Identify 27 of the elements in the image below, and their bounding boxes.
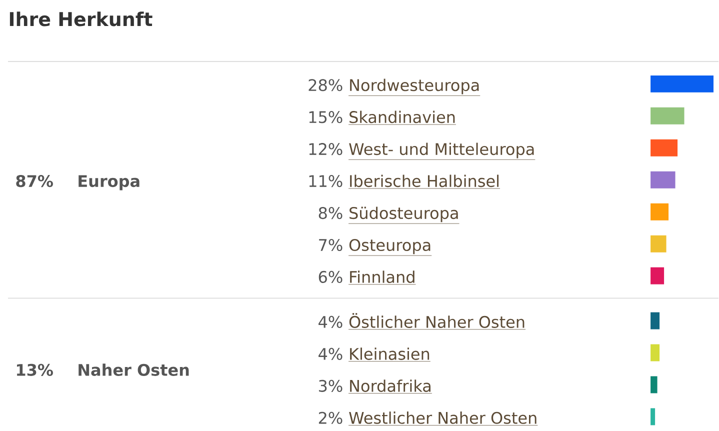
y-tick-label: Südosteuropa	[350, 206, 458, 222]
y-tick-label: Westlicher Naher Osten	[349, 412, 536, 424]
y-tick-label: Nordwesteuropa	[350, 78, 479, 94]
text: 13%	[17, 364, 53, 376]
y-tick-label: Östlicher Naher Osten	[349, 313, 524, 328]
data-label: 8%	[318, 207, 342, 220]
data-label: 12%	[309, 143, 342, 156]
data-label: 28%	[308, 79, 342, 92]
y-tick-label: Nordafrika	[350, 380, 430, 392]
data-label: 11%	[309, 175, 342, 188]
data-label: 15%	[309, 111, 342, 124]
text: 87%	[16, 175, 53, 188]
y-tick-label: Skandinavien	[350, 110, 455, 124]
y-tick-label: West- und Mitteleuropa	[349, 142, 534, 158]
data-label: 4%	[318, 348, 342, 360]
data-label: 2%	[318, 412, 342, 424]
y-tick-label: Osteuropa	[349, 239, 430, 254]
y-tick-label: Finnland	[350, 270, 414, 284]
text: Ihre Herkunft	[10, 12, 152, 26]
text: Naher Osten	[78, 364, 189, 376]
data-label: 7%	[319, 239, 342, 252]
y-tick-label: Iberische Halbinsel	[350, 174, 499, 188]
text: Europa	[78, 175, 140, 190]
data-label: 6%	[318, 271, 342, 284]
data-label: 4%	[318, 316, 342, 328]
data-label: 3%	[318, 380, 342, 392]
y-tick-label: Kleinasien	[350, 348, 430, 360]
